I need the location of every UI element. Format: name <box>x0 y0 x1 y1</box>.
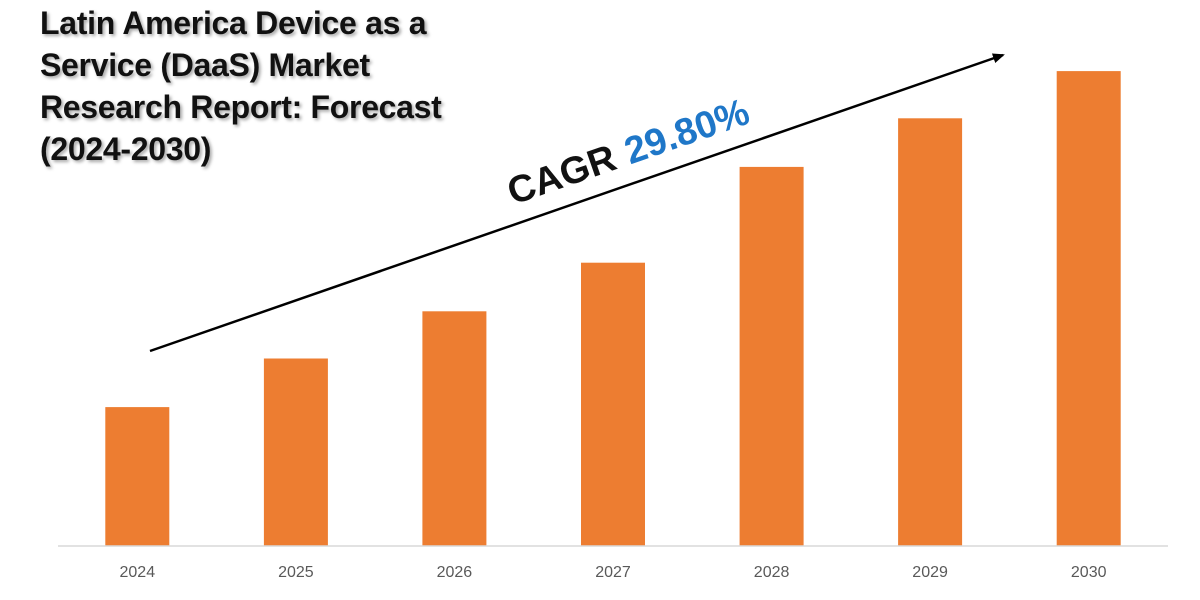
x-tick-label-2027: 2027 <box>595 564 631 581</box>
chart-title: Latin America Device as a Service (DaaS)… <box>40 5 442 167</box>
x-tick-label-2029: 2029 <box>912 564 948 581</box>
bar-2028 <box>739 166 804 546</box>
x-tick-label-2025: 2025 <box>278 564 314 581</box>
bar-2029 <box>898 118 963 547</box>
x-tick-label-2030: 2030 <box>1071 564 1107 581</box>
bar-2027 <box>581 262 645 546</box>
bar-2024 <box>105 407 170 546</box>
cagr-label: CAGR <box>502 137 621 213</box>
cagr-value: 29.80% <box>619 91 755 173</box>
x-axis-ticks: 2024 2025 2026 2027 2028 2029 2030 <box>120 564 1107 581</box>
bar-2026 <box>422 311 487 546</box>
x-tick-label-2026: 2026 <box>437 564 473 581</box>
bars-group <box>105 71 1121 547</box>
x-tick-label-2028: 2028 <box>754 564 790 581</box>
cagr-annotation: CAGR29.80% <box>502 91 755 213</box>
bar-2030 <box>1056 71 1121 546</box>
bar-2025 <box>263 358 328 546</box>
x-tick-label-2024: 2024 <box>120 564 156 581</box>
trend-arrow <box>149 53 1005 353</box>
